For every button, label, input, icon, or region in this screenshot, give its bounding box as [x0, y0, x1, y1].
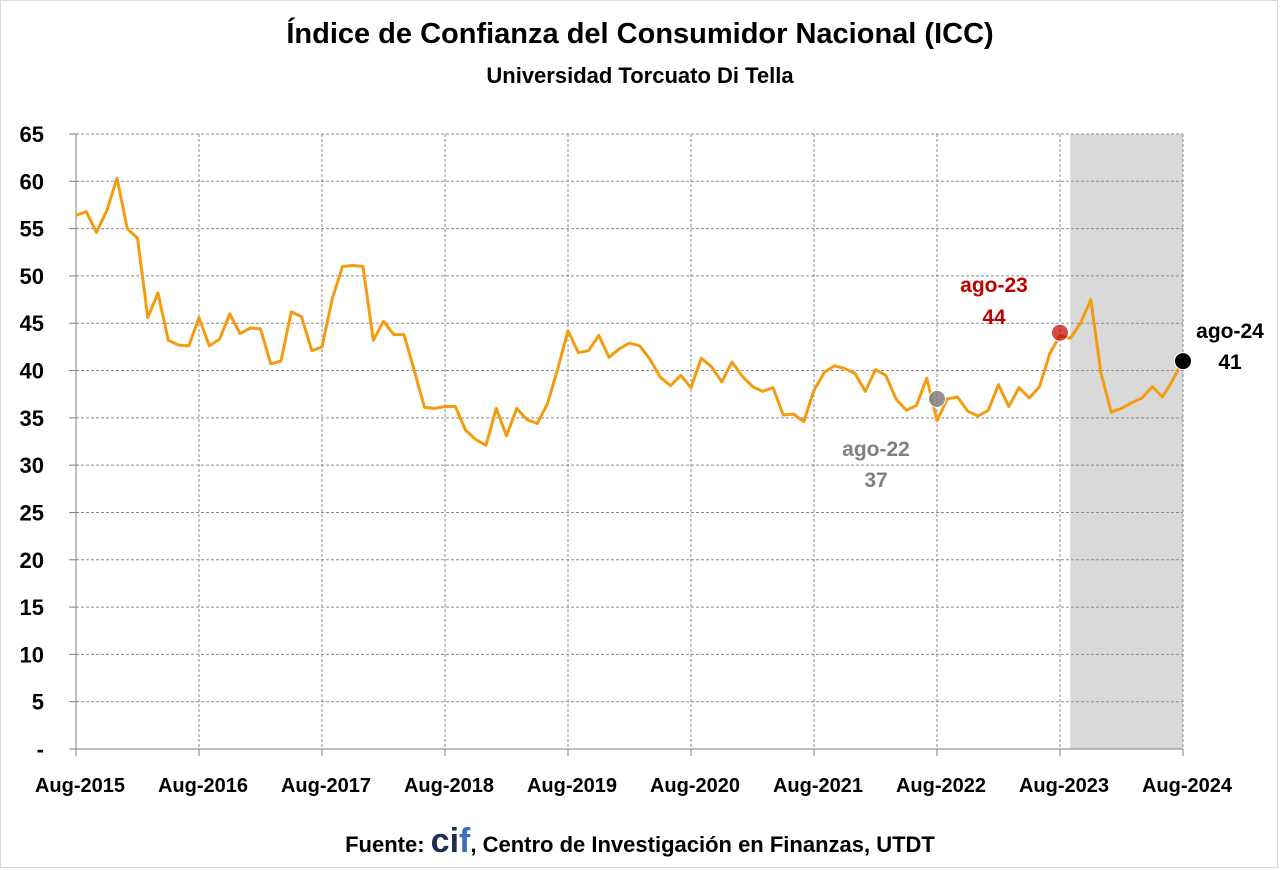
x-tick-label: Aug-2019 — [527, 775, 617, 797]
highlight-label: ago-22 — [842, 438, 910, 461]
source-prefix: Fuente: — [345, 832, 431, 857]
y-tick-label: 20 — [20, 548, 44, 573]
y-tick-label: 25 — [20, 500, 44, 525]
source-note: Fuente: cif, Centro de Investigación en … — [0, 822, 1280, 861]
cif-logo-text: ci — [430, 822, 460, 860]
y-tick-label: 55 — [20, 217, 44, 242]
series-line — [75, 177, 1185, 447]
y-tick-label: 50 — [20, 264, 44, 289]
highlight-value: 44 — [982, 306, 1006, 329]
chart-title: Índice de Confianza del Consumidor Nacio… — [286, 18, 994, 50]
chart-subtitle: Universidad Torcuato Di Tella — [486, 63, 794, 88]
shaded-region — [1070, 134, 1183, 749]
x-tick-label: Aug-2018 — [404, 775, 494, 797]
y-tick-label: 15 — [20, 595, 44, 620]
highlight-value: 37 — [864, 469, 887, 492]
y-tick-label: - — [37, 737, 44, 762]
y-tick-label: 30 — [20, 453, 44, 478]
highlight-label: ago-24 — [1196, 320, 1264, 343]
x-tick-label: Aug-2022 — [896, 775, 986, 797]
y-tick-label: 60 — [20, 169, 44, 194]
y-tick-label: 10 — [20, 642, 44, 667]
x-tick-label: Aug-2024 — [1142, 775, 1233, 797]
y-tick-label: 65 — [20, 122, 44, 147]
x-tick-label: Aug-2020 — [650, 775, 740, 797]
highlight-point-ago-24 — [1174, 352, 1192, 371]
x-tick-label: Aug-2015 — [35, 775, 125, 797]
y-tick-label: 35 — [20, 406, 44, 431]
highlight-label: ago-23 — [960, 274, 1028, 297]
highlight-point-ago-22 — [928, 389, 946, 408]
x-tick-label: Aug-2016 — [158, 775, 248, 797]
source-suffix: , Centro de Investigación en Finanzas, U… — [470, 832, 935, 857]
y-tick-label: 45 — [20, 311, 44, 336]
x-tick-label: Aug-2017 — [281, 775, 371, 797]
x-tick-label: Aug-2021 — [773, 775, 863, 797]
highlight-point-ago-23 — [1051, 323, 1069, 342]
x-tick-label: Aug-2023 — [1019, 775, 1109, 797]
cif-logo-f: f — [459, 822, 471, 860]
y-tick-label: 40 — [20, 359, 44, 384]
highlight-value: 41 — [1218, 351, 1242, 374]
y-tick-label: 5 — [32, 690, 44, 715]
